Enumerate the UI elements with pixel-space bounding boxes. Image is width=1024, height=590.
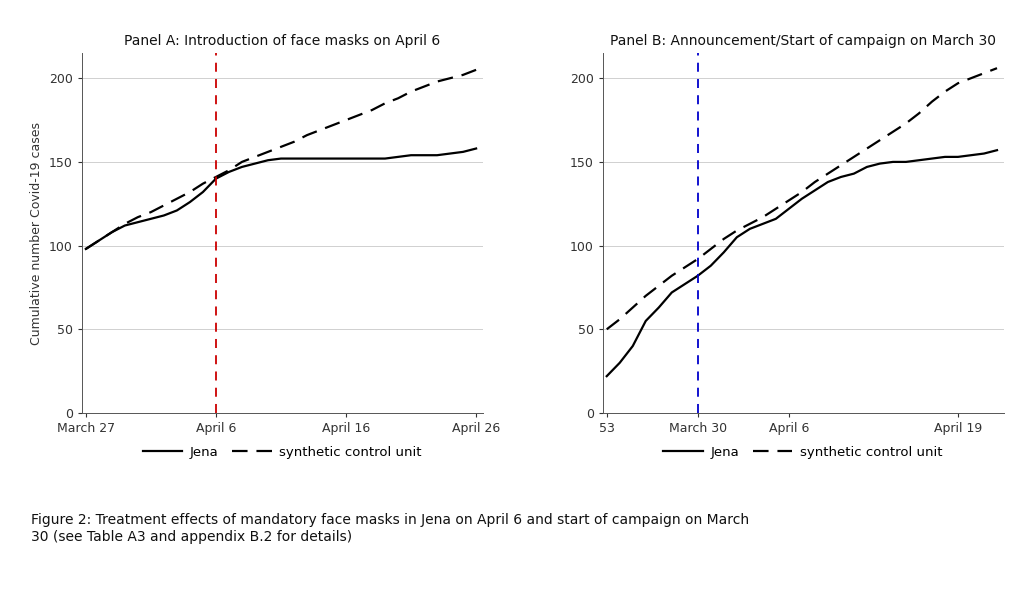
Legend: Jena, synthetic control unit: Jena, synthetic control unit [137,440,427,464]
Title: Panel B: Announcement/Start of campaign on March 30: Panel B: Announcement/Start of campaign … [610,34,996,48]
Title: Panel A: Introduction of face masks on April 6: Panel A: Introduction of face masks on A… [124,34,440,48]
Legend: Jena, synthetic control unit: Jena, synthetic control unit [658,440,948,464]
Text: Figure 2: Treatment effects of mandatory face masks in Jena on April 6 and start: Figure 2: Treatment effects of mandatory… [31,513,749,543]
Y-axis label: Cumulative number Covid-19 cases: Cumulative number Covid-19 cases [31,122,43,345]
